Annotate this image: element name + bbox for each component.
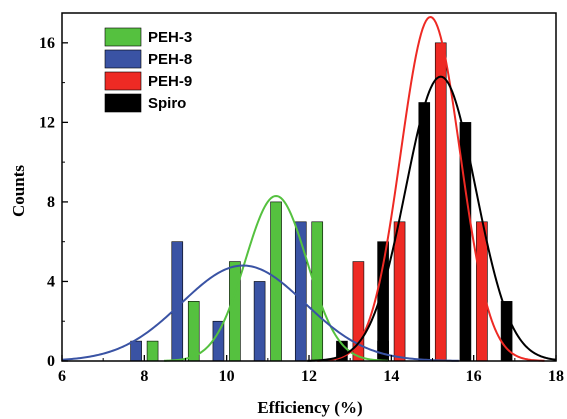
x-tick-label-18: 18: [548, 368, 564, 385]
legend-label-peh-9: PEH-9: [148, 73, 192, 90]
legend-swatch-peh-8: [104, 49, 142, 69]
bar-peh-9-3: [434, 42, 447, 362]
y-tick-label-16: 16: [39, 35, 55, 52]
bar-peh-8-2: [212, 320, 225, 362]
bars-layer: [130, 42, 513, 362]
y-tick-label-8: 8: [47, 194, 55, 211]
fit-curve-peh-8: [61, 264, 459, 362]
bar-peh-9-4: [476, 221, 488, 362]
x-tick-label-6: 6: [58, 368, 66, 385]
legend: PEH-3 PEH-8 PEH-9 Spiro: [104, 27, 192, 113]
fit-curve-spiro: [307, 75, 557, 362]
bar-spiro-2: [418, 102, 431, 362]
legend-swatch-peh-3: [104, 27, 142, 47]
axes-layer: 6 8 10 12 14 16 18 0 4 8 12 16: [39, 12, 564, 385]
y-tick-label-0: 0: [47, 353, 55, 370]
legend-swatch-spiro: [104, 93, 142, 113]
legend-label-spiro: Spiro: [148, 95, 186, 112]
bar-peh-3-2: [229, 261, 241, 362]
y-tick-label-12: 12: [39, 114, 55, 131]
bar-peh-3-1: [187, 301, 200, 362]
x-tick-label-16: 16: [466, 368, 482, 385]
x-tick-label-14: 14: [383, 368, 399, 385]
bar-peh-8-3: [253, 281, 266, 362]
x-tick-label-8: 8: [140, 368, 148, 385]
fit-curves-layer: [61, 15, 557, 362]
legend-label-peh-8: PEH-8: [148, 51, 192, 68]
bar-peh-9-2: [393, 221, 406, 362]
x-tick-label-10: 10: [219, 368, 235, 385]
x-axis-title: Efficiency (%): [257, 398, 362, 417]
y-axis-title: Counts: [9, 165, 28, 217]
bar-peh-3-0: [146, 340, 159, 362]
legend-swatch-peh-9: [104, 71, 142, 91]
bar-peh-8-1: [171, 241, 184, 362]
bar-peh-8-0: [130, 340, 142, 362]
y-tick-label-4: 4: [47, 273, 55, 290]
x-tick-label-12: 12: [301, 368, 317, 385]
legend-label-peh-3: PEH-3: [148, 29, 192, 46]
